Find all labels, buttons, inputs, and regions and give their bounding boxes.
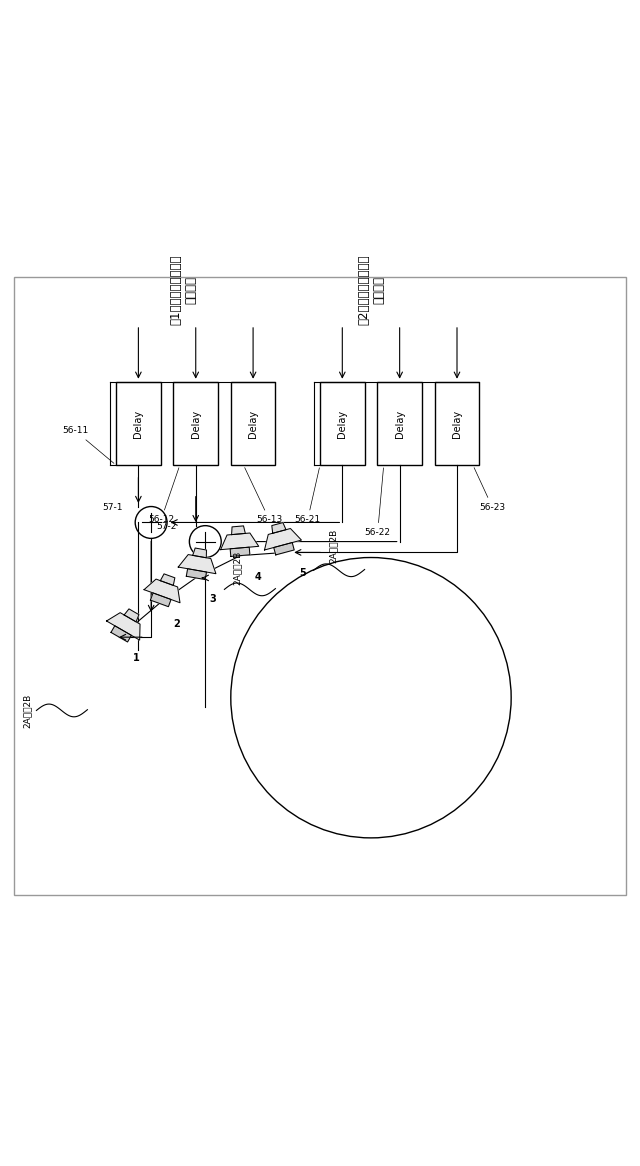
Text: 第2方向に出力すべれ
振響信号: 第2方向に出力すべれ 振響信号: [357, 254, 385, 325]
Text: 56-22: 56-22: [365, 468, 390, 538]
FancyBboxPatch shape: [435, 382, 479, 465]
Polygon shape: [106, 612, 140, 640]
Text: 56-23: 56-23: [474, 468, 506, 512]
Polygon shape: [272, 522, 286, 533]
Text: 2A又は2B: 2A又は2B: [22, 694, 31, 729]
Text: 56-11: 56-11: [62, 427, 114, 463]
Polygon shape: [161, 574, 175, 585]
Text: Delay: Delay: [452, 409, 462, 437]
Polygon shape: [221, 533, 259, 549]
Text: 4: 4: [254, 571, 261, 582]
Text: Delay: Delay: [337, 409, 348, 437]
Polygon shape: [264, 528, 301, 550]
Text: 1: 1: [133, 653, 140, 663]
Text: Delay: Delay: [248, 409, 258, 437]
FancyBboxPatch shape: [378, 382, 422, 465]
Text: 56-12: 56-12: [148, 468, 179, 525]
FancyBboxPatch shape: [320, 382, 365, 465]
Text: 3: 3: [210, 593, 216, 604]
Text: 56-13: 56-13: [244, 468, 282, 525]
Text: 57-1: 57-1: [102, 503, 122, 512]
Text: 57-2: 57-2: [156, 522, 177, 531]
Text: 56-21: 56-21: [294, 468, 321, 525]
FancyBboxPatch shape: [231, 382, 275, 465]
Text: Delay: Delay: [191, 409, 201, 437]
Polygon shape: [274, 542, 294, 555]
Text: 2A又は2B: 2A又は2B: [233, 550, 242, 585]
Polygon shape: [150, 593, 171, 606]
Polygon shape: [186, 569, 207, 580]
Text: 第1方向に出力すべれ
振響信号: 第1方向に出力すべれ 振響信号: [169, 254, 197, 325]
Text: 2A又は2B: 2A又は2B: [328, 528, 337, 563]
Text: Delay: Delay: [395, 409, 404, 437]
Text: Delay: Delay: [133, 409, 143, 437]
FancyBboxPatch shape: [173, 382, 218, 465]
Polygon shape: [144, 580, 180, 603]
Text: 5: 5: [299, 568, 306, 578]
Polygon shape: [179, 555, 216, 574]
FancyBboxPatch shape: [116, 382, 161, 465]
Polygon shape: [232, 526, 245, 535]
Polygon shape: [111, 626, 131, 642]
Polygon shape: [124, 609, 139, 621]
Polygon shape: [193, 548, 207, 557]
Polygon shape: [230, 547, 250, 556]
Text: 2: 2: [173, 619, 180, 630]
